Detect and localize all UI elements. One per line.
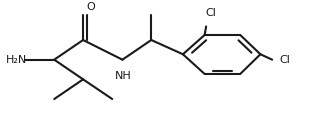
Text: Cl: Cl (279, 55, 290, 65)
Text: H₂N: H₂N (6, 55, 28, 65)
Text: O: O (86, 2, 95, 12)
Text: NH: NH (115, 71, 132, 81)
Text: Cl: Cl (205, 8, 216, 18)
